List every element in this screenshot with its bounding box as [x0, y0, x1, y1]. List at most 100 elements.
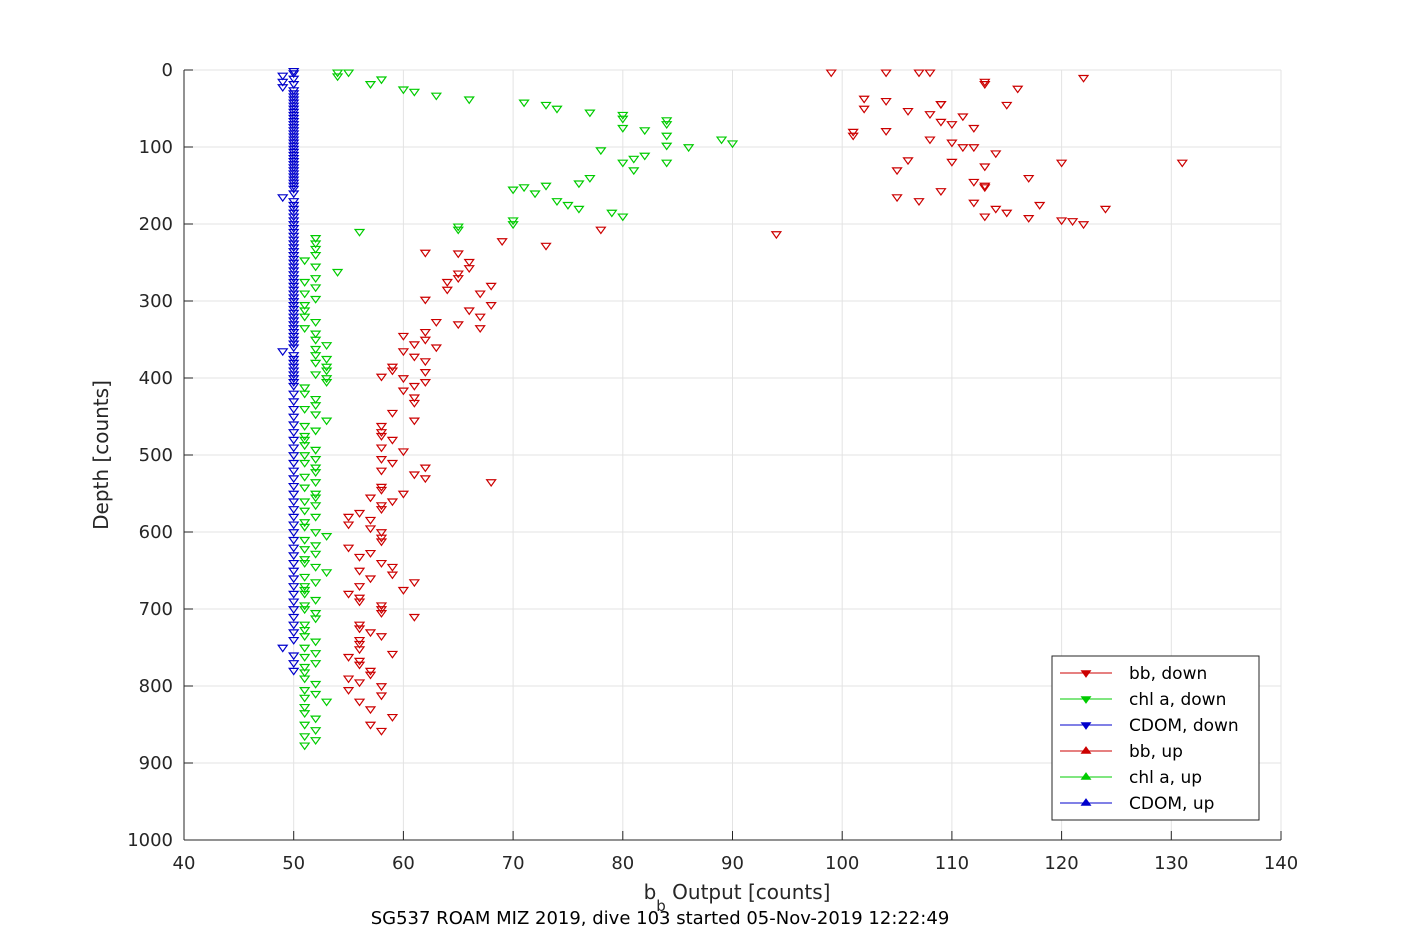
- data-point: [288, 371, 300, 380]
- data-point: [1023, 215, 1035, 223]
- data-point: [299, 675, 311, 684]
- data-point: [309, 579, 322, 588]
- data-point: [288, 251, 300, 260]
- data-point: [1099, 205, 1112, 214]
- data-point: [682, 144, 695, 153]
- data-point: [277, 78, 289, 87]
- y-tick-label: 700: [139, 599, 173, 620]
- data-point: [452, 321, 464, 330]
- data-point: [299, 721, 311, 730]
- data-point: [309, 550, 322, 559]
- data-point: [288, 621, 300, 630]
- data-point: [419, 475, 432, 484]
- data-markers: [277, 67, 1188, 751]
- data-point: [375, 692, 388, 701]
- data-point: [1001, 101, 1013, 110]
- data-point: [858, 105, 870, 114]
- data-point: [507, 217, 519, 226]
- data-point: [288, 667, 300, 676]
- data-point: [299, 484, 311, 493]
- data-point: [979, 182, 991, 191]
- data-point: [386, 436, 399, 445]
- x-tick-label: 130: [1154, 853, 1188, 874]
- data-point: [320, 698, 333, 707]
- data-point: [342, 69, 355, 78]
- data-point: [979, 163, 991, 172]
- data-point: [288, 544, 300, 553]
- data-point: [288, 198, 300, 206]
- data-point: [309, 596, 322, 605]
- data-point: [353, 698, 366, 707]
- data-point: [364, 549, 377, 558]
- data-point: [957, 113, 969, 122]
- axes-frame: [183, 69, 1282, 841]
- data-point: [342, 544, 355, 553]
- data-point: [320, 375, 333, 384]
- data-point: [540, 101, 552, 110]
- data-point: [364, 525, 377, 534]
- data-point: [375, 506, 388, 514]
- data-point: [430, 344, 442, 353]
- y-tick-label: 800: [139, 676, 173, 697]
- data-point: [320, 363, 333, 372]
- data-point: [968, 144, 980, 153]
- data-point: [353, 228, 366, 237]
- data-point: [342, 687, 355, 695]
- data-point: [299, 302, 311, 310]
- data-point: [288, 405, 300, 414]
- data-point: [551, 105, 563, 114]
- data-point: [485, 282, 497, 291]
- data-point: [309, 245, 322, 254]
- data-point: [299, 694, 311, 703]
- x-tick-label: 60: [392, 853, 415, 874]
- data-point: [288, 475, 300, 484]
- chart-caption: SG537 ROAM MIZ 2019, dive 103 started 05…: [371, 908, 950, 929]
- data-point: [353, 583, 366, 591]
- data-point: [288, 298, 300, 307]
- data-point: [309, 502, 322, 511]
- data-point: [397, 375, 410, 384]
- data-point: [935, 118, 947, 127]
- data-point: [309, 427, 322, 436]
- data-point: [441, 286, 453, 295]
- data-point: [299, 742, 311, 751]
- y-axis-label: Depth [counts]: [89, 380, 113, 530]
- data-point: [288, 267, 300, 276]
- data-point: [353, 509, 366, 518]
- data-point: [847, 132, 859, 141]
- data-point: [288, 367, 300, 376]
- data-point: [1033, 201, 1046, 210]
- data-point: [299, 523, 311, 532]
- data-point: [1077, 221, 1090, 230]
- data-point: [628, 167, 640, 176]
- legend-marker: [1080, 798, 1092, 806]
- data-point: [661, 117, 673, 126]
- data-point: [320, 355, 333, 364]
- data-point: [299, 436, 311, 445]
- data-point: [924, 69, 936, 78]
- data-point: [375, 633, 388, 642]
- data-point: [375, 559, 388, 568]
- data-point: [408, 417, 421, 426]
- data-point: [847, 128, 859, 137]
- data-point: [913, 198, 925, 206]
- data-point: [463, 307, 475, 316]
- data-point: [1176, 159, 1188, 168]
- y-tick-label: 0: [162, 60, 173, 81]
- data-point: [309, 456, 322, 464]
- data-point: [485, 479, 497, 488]
- data-point: [661, 132, 673, 141]
- data-point: [408, 399, 421, 408]
- data-point: [639, 127, 651, 136]
- data-point: [968, 178, 980, 187]
- data-point: [595, 147, 607, 156]
- y-tick-label: 600: [139, 522, 173, 543]
- data-point: [288, 629, 300, 638]
- data-point: [342, 513, 355, 522]
- x-tick-label: 110: [935, 853, 969, 874]
- data-point: [288, 379, 300, 387]
- data-point: [288, 513, 300, 522]
- legend-label: CDOM, up: [1129, 794, 1214, 814]
- data-point: [386, 409, 399, 418]
- data-point: [288, 529, 300, 538]
